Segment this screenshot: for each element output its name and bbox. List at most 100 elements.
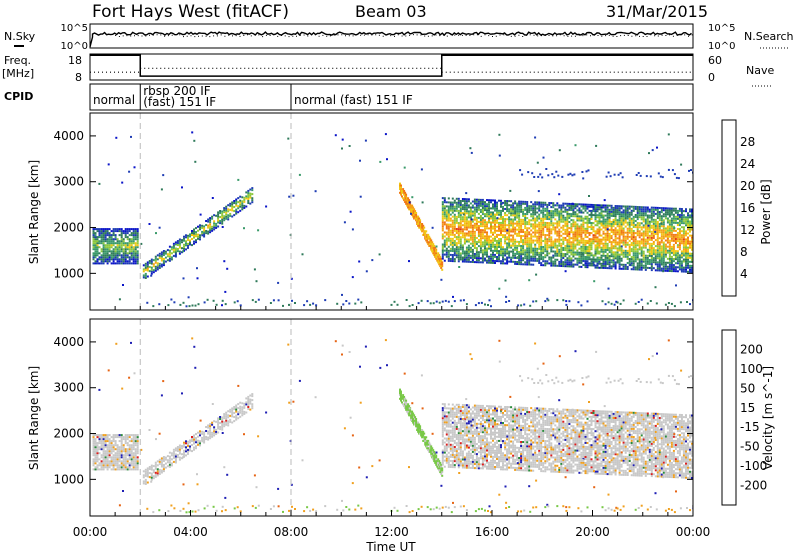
power-cell xyxy=(664,269,667,272)
power-cell xyxy=(630,223,633,226)
power-cell xyxy=(490,257,492,260)
velocity-cell xyxy=(112,438,115,441)
power-cell xyxy=(134,236,137,239)
velocity-cell xyxy=(94,438,97,441)
power-cell xyxy=(459,240,462,243)
power-cell xyxy=(195,235,197,238)
velocity-cell xyxy=(108,434,111,437)
power-cell xyxy=(461,258,464,261)
velocity-cell xyxy=(211,435,214,438)
power-cell xyxy=(120,240,123,243)
power-cell xyxy=(600,262,603,265)
power-cell xyxy=(592,236,595,239)
power-cell xyxy=(215,222,218,225)
power-cell xyxy=(614,229,617,232)
velocity-cell xyxy=(170,452,173,455)
power-cell xyxy=(528,259,531,262)
power-cell xyxy=(522,241,525,244)
velocity-cell xyxy=(96,436,99,439)
power-cell xyxy=(492,205,494,208)
power-cell xyxy=(638,264,641,267)
power-cell xyxy=(588,238,591,241)
power-cell xyxy=(520,230,523,233)
velocity-cell xyxy=(108,452,111,455)
power-cell xyxy=(672,270,675,273)
power-cell xyxy=(600,242,603,245)
power-cell xyxy=(594,206,597,209)
velocity-cell xyxy=(130,464,133,467)
power-cell xyxy=(209,229,212,232)
cpid-label: CPID xyxy=(4,90,33,103)
power-cell xyxy=(490,239,492,242)
power-cell xyxy=(685,254,687,257)
power-cell xyxy=(572,231,575,234)
velocity-cell xyxy=(128,450,131,453)
power-cell xyxy=(526,205,529,207)
power-cell xyxy=(427,233,430,236)
power-cell xyxy=(556,240,559,243)
power-cell xyxy=(552,202,555,205)
power-cell xyxy=(170,248,173,251)
power-cell xyxy=(622,263,625,266)
power-cell xyxy=(451,260,454,263)
power-cell xyxy=(193,228,195,231)
power-cell xyxy=(656,235,659,238)
velocity-cell xyxy=(207,436,210,439)
power-cell xyxy=(481,211,484,213)
velocity-cell xyxy=(172,450,175,453)
power-cell xyxy=(492,225,494,228)
power-cell xyxy=(441,247,444,250)
power-cell xyxy=(662,247,665,250)
power-cell xyxy=(552,244,555,247)
power-cell xyxy=(508,220,511,223)
power-cell xyxy=(221,216,224,219)
power-cell xyxy=(130,240,133,243)
power-cell xyxy=(658,231,661,234)
power-cell xyxy=(174,247,177,250)
velocity-cell xyxy=(94,466,97,469)
power-cell xyxy=(658,269,661,272)
power-cell xyxy=(562,247,565,249)
power-cell xyxy=(534,231,537,234)
power-cell xyxy=(620,227,623,230)
power-cell xyxy=(678,234,681,237)
power-cell xyxy=(570,257,573,260)
power-cell xyxy=(590,248,593,251)
power-cell xyxy=(632,262,635,265)
power-cell xyxy=(542,223,545,226)
power-cell xyxy=(546,254,549,257)
power-cell xyxy=(608,251,611,254)
power-cell xyxy=(600,256,603,259)
power-cell xyxy=(239,195,242,198)
power-cell xyxy=(158,303,161,306)
power-cell xyxy=(112,252,115,255)
velocity-cell xyxy=(92,464,95,467)
power-cell xyxy=(674,250,677,253)
velocity-cell xyxy=(209,437,212,440)
velocity-cell xyxy=(134,448,137,451)
power-cell xyxy=(516,250,519,253)
velocity-cell xyxy=(136,466,139,469)
power-cell xyxy=(471,224,474,227)
velocity-cell xyxy=(156,464,159,467)
power-cell xyxy=(666,211,669,214)
power-cell xyxy=(162,174,165,177)
power-cell xyxy=(572,255,575,258)
power-cell xyxy=(682,216,685,219)
power-cell xyxy=(522,210,525,213)
power-cell xyxy=(524,255,527,258)
power-cell xyxy=(620,249,623,252)
velocity-cell xyxy=(162,470,165,473)
power-cell xyxy=(632,205,635,208)
power-cell xyxy=(580,239,583,242)
power-cell xyxy=(578,219,581,222)
power-cell xyxy=(512,260,515,263)
power-cell xyxy=(437,252,440,255)
power-cell xyxy=(676,217,679,220)
velocity-cell xyxy=(203,439,206,442)
power-cell xyxy=(522,212,525,215)
power-cell xyxy=(676,224,679,226)
power-cell xyxy=(486,221,488,224)
power-cell xyxy=(636,226,639,229)
power-cell xyxy=(247,202,250,204)
